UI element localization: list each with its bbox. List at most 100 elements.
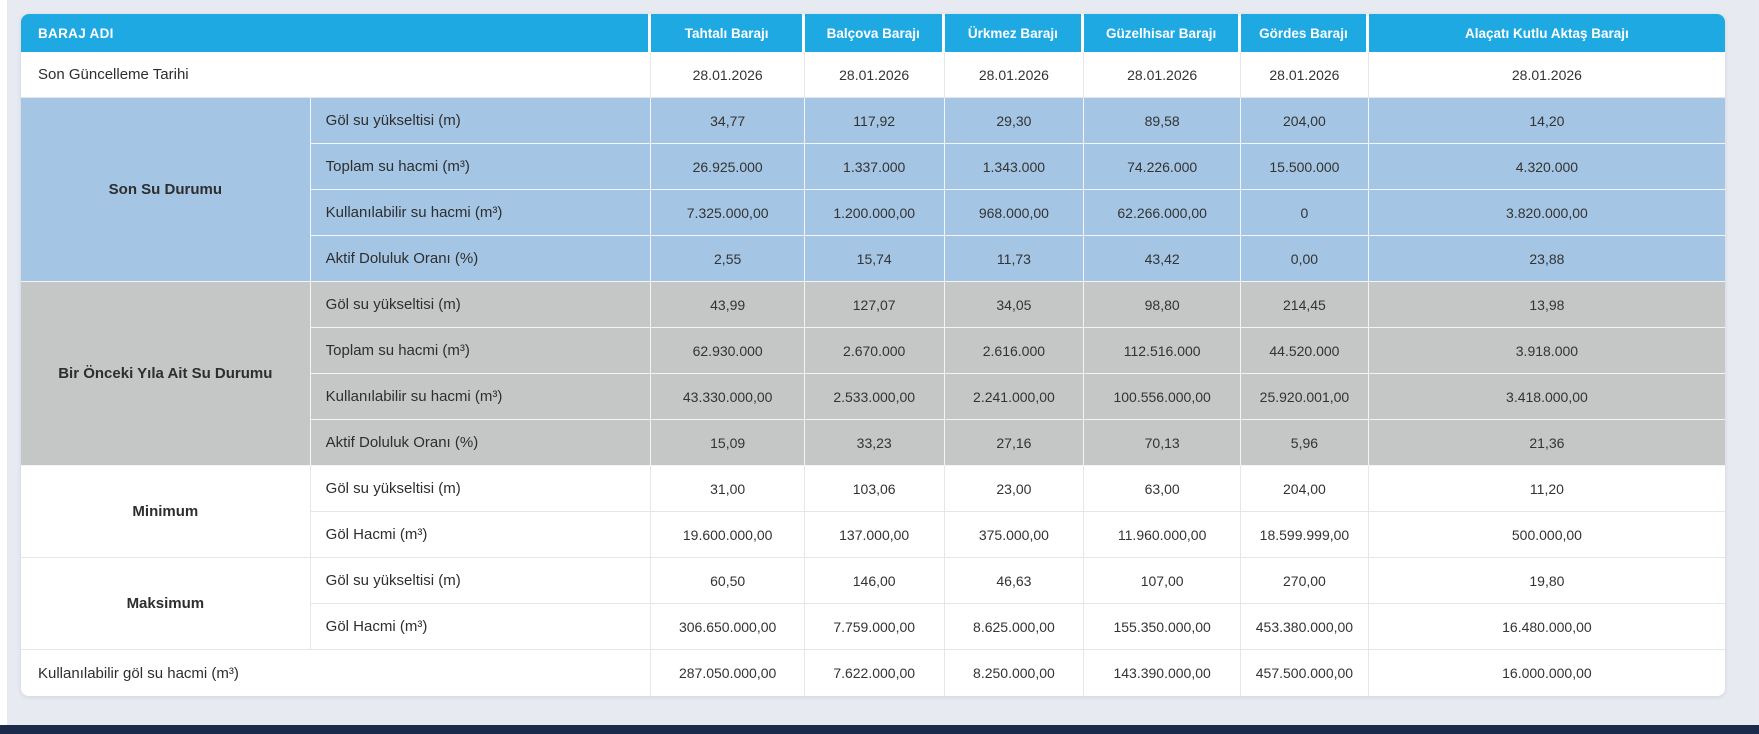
cell-value: 19,80 bbox=[1368, 558, 1725, 604]
usable-volume-label: Kullanılabilir göl su hacmi (m³) bbox=[21, 650, 652, 696]
cell-value: 16.480.000,00 bbox=[1368, 604, 1725, 650]
cell-value: 8.250.000,00 bbox=[944, 650, 1085, 696]
cell-value: 21,36 bbox=[1368, 420, 1725, 466]
section-label-maksimum: Maksimum bbox=[21, 558, 311, 650]
column-header-baraj-adi: BARAJ ADI bbox=[21, 14, 652, 52]
cell-value: 100.556.000,00 bbox=[1084, 374, 1242, 420]
dam-status-table-container: BARAJ ADI Tahtalı Barajı Balçova Barajı … bbox=[21, 14, 1725, 696]
update-date-row: Son Güncelleme Tarihi 28.01.2026 28.01.2… bbox=[21, 52, 1725, 98]
cell-value: 25.920.001,00 bbox=[1241, 374, 1369, 420]
cell-value: 15,74 bbox=[804, 236, 945, 282]
cell-value: 143.390.000,00 bbox=[1084, 650, 1242, 696]
column-header-guzelhisar: Güzelhisar Barajı bbox=[1084, 14, 1242, 52]
update-date-value: 28.01.2026 bbox=[944, 52, 1085, 98]
cell-value: 3.918.000 bbox=[1368, 328, 1725, 374]
cell-value: 457.500.000,00 bbox=[1241, 650, 1369, 696]
column-header-gordes: Gördes Barajı bbox=[1241, 14, 1369, 52]
cell-value: 306.650.000,00 bbox=[651, 604, 805, 650]
cell-value: 34,05 bbox=[944, 282, 1085, 328]
cell-value: 23,00 bbox=[944, 466, 1085, 512]
cell-value: 2.616.000 bbox=[944, 328, 1085, 374]
page-left-edge bbox=[0, 0, 7, 734]
row-label: Kullanılabilir su hacmi (m³) bbox=[310, 374, 652, 420]
cell-value: 43.330.000,00 bbox=[651, 374, 805, 420]
cell-value: 103,06 bbox=[804, 466, 945, 512]
column-header-balcova: Balçova Barajı bbox=[804, 14, 945, 52]
cell-value: 14,20 bbox=[1368, 98, 1725, 144]
cell-value: 1.337.000 bbox=[804, 144, 945, 190]
cell-value: 15.500.000 bbox=[1241, 144, 1369, 190]
cell-value: 2.241.000,00 bbox=[944, 374, 1085, 420]
cell-value: 7.325.000,00 bbox=[651, 190, 805, 236]
table-row: Kullanılabilir su hacmi (m³) 7.325.000,0… bbox=[21, 190, 1725, 236]
cell-value: 137.000,00 bbox=[804, 512, 945, 558]
row-label: Aktif Doluluk Oranı (%) bbox=[310, 236, 652, 282]
cell-value: 15,09 bbox=[651, 420, 805, 466]
cell-value: 63,00 bbox=[1084, 466, 1242, 512]
cell-value: 44.520.000 bbox=[1241, 328, 1369, 374]
row-label: Kullanılabilir su hacmi (m³) bbox=[310, 190, 652, 236]
cell-value: 31,00 bbox=[651, 466, 805, 512]
cell-value: 27,16 bbox=[944, 420, 1085, 466]
cell-value: 34,77 bbox=[651, 98, 805, 144]
table-row: Son Su Durumu Göl su yükseltisi (m) 34,7… bbox=[21, 98, 1725, 282]
update-date-value: 28.01.2026 bbox=[1368, 52, 1725, 98]
row-label: Göl Hacmi (m³) bbox=[310, 512, 652, 558]
cell-value: 204,00 bbox=[1241, 98, 1369, 144]
cell-value: 11,20 bbox=[1368, 466, 1725, 512]
table-row: Toplam su hacmi (m³) 26.925.000 1.337.00… bbox=[21, 144, 1725, 190]
column-header-tahtali: Tahtalı Barajı bbox=[651, 14, 805, 52]
table-row: Maksimum Göl su yükseltisi (m) 60,50 146… bbox=[21, 558, 1725, 650]
section-label-minimum: Minimum bbox=[21, 466, 311, 558]
row-label: Toplam su hacmi (m³) bbox=[310, 328, 652, 374]
table-header-row: BARAJ ADI Tahtalı Barajı Balçova Barajı … bbox=[21, 14, 1725, 52]
cell-value: 112.516.000 bbox=[1084, 328, 1242, 374]
cell-value: 0 bbox=[1241, 190, 1369, 236]
row-label: Göl Hacmi (m³) bbox=[310, 604, 652, 650]
cell-value: 3.820.000,00 bbox=[1368, 190, 1725, 236]
column-header-alacati: Alaçatı Kutlu Aktaş Barajı bbox=[1368, 14, 1725, 52]
cell-value: 46,63 bbox=[944, 558, 1085, 604]
update-date-value: 28.01.2026 bbox=[804, 52, 945, 98]
cell-value: 4.320.000 bbox=[1368, 144, 1725, 190]
cell-value: 287.050.000,00 bbox=[651, 650, 805, 696]
update-date-value: 28.01.2026 bbox=[1241, 52, 1369, 98]
table-row: Göl Hacmi (m³) 19.600.000,00 137.000,00 … bbox=[21, 512, 1725, 558]
cell-value: 453.380.000,00 bbox=[1241, 604, 1369, 650]
cell-value: 60,50 bbox=[651, 558, 805, 604]
cell-value: 11,73 bbox=[944, 236, 1085, 282]
update-date-value: 28.01.2026 bbox=[651, 52, 805, 98]
page-bottom-bar bbox=[0, 725, 1759, 734]
table-row: Kullanılabilir su hacmi (m³) 43.330.000,… bbox=[21, 374, 1725, 420]
cell-value: 23,88 bbox=[1368, 236, 1725, 282]
cell-value: 117,92 bbox=[804, 98, 945, 144]
cell-value: 62.266.000,00 bbox=[1084, 190, 1242, 236]
cell-value: 19.600.000,00 bbox=[651, 512, 805, 558]
table-row: Bir Önceki Yıla Ait Su Durumu Göl su yük… bbox=[21, 282, 1725, 466]
column-header-urkmez: Ürkmez Barajı bbox=[944, 14, 1085, 52]
cell-value: 16.000.000,00 bbox=[1368, 650, 1725, 696]
cell-value: 7.622.000,00 bbox=[804, 650, 945, 696]
table-row: Minimum Göl su yükseltisi (m) 31,00 103,… bbox=[21, 466, 1725, 558]
cell-value: 500.000,00 bbox=[1368, 512, 1725, 558]
cell-value: 2.670.000 bbox=[804, 328, 945, 374]
cell-value: 3.418.000,00 bbox=[1368, 374, 1725, 420]
cell-value: 7.759.000,00 bbox=[804, 604, 945, 650]
cell-value: 70,13 bbox=[1084, 420, 1242, 466]
cell-value: 127,07 bbox=[804, 282, 945, 328]
cell-value: 2.533.000,00 bbox=[804, 374, 945, 420]
table-row: Toplam su hacmi (m³) 62.930.000 2.670.00… bbox=[21, 328, 1725, 374]
cell-value: 0,00 bbox=[1241, 236, 1369, 282]
cell-value: 13,98 bbox=[1368, 282, 1725, 328]
row-label: Göl su yükseltisi (m) bbox=[310, 98, 652, 144]
cell-value: 146,00 bbox=[804, 558, 945, 604]
cell-value: 204,00 bbox=[1241, 466, 1369, 512]
section-label-son-su-durumu: Son Su Durumu bbox=[21, 98, 311, 282]
row-label: Toplam su hacmi (m³) bbox=[310, 144, 652, 190]
row-label: Göl su yükseltisi (m) bbox=[310, 466, 652, 512]
row-label: Göl su yükseltisi (m) bbox=[310, 282, 652, 328]
usable-volume-row: Kullanılabilir göl su hacmi (m³) 287.050… bbox=[21, 650, 1725, 696]
cell-value: 5,96 bbox=[1241, 420, 1369, 466]
cell-value: 33,23 bbox=[804, 420, 945, 466]
cell-value: 8.625.000,00 bbox=[944, 604, 1085, 650]
